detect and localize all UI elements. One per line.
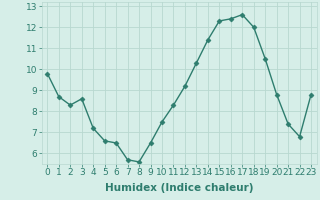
X-axis label: Humidex (Indice chaleur): Humidex (Indice chaleur) (105, 183, 253, 193)
